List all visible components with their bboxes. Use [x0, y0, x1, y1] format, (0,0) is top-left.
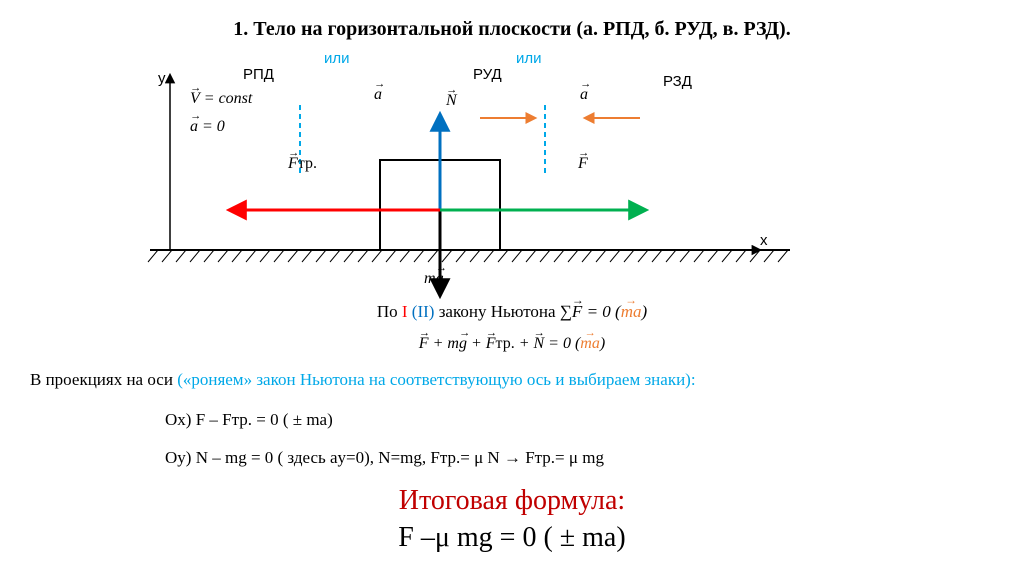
v-const: V = const — [190, 90, 252, 108]
N-label: N — [446, 92, 457, 110]
F-label: F — [578, 155, 588, 173]
mg-label: mg — [424, 270, 444, 288]
physics-diagram — [0, 40, 1024, 330]
oy-eq: Oy) N – mg = 0 ( здесь aу=0), N=mg, Fтр.… — [165, 448, 604, 468]
a-rzd: a — [580, 86, 588, 104]
a-rud: a — [374, 86, 382, 104]
rud-label: РУД — [473, 66, 502, 83]
rzd-label: РЗД — [663, 73, 692, 90]
newton-law-line: По I (II) закону Ньютона ∑F = 0 (ma) — [0, 302, 1024, 322]
force-sum-eq: F + mg + Fтр. + N = 0 (ma) — [0, 335, 1024, 353]
rpd-label: РПД — [243, 66, 274, 83]
y-axis-label: y — [158, 70, 166, 87]
final-formula-title: Итоговая формула: — [0, 485, 1024, 517]
ili2: или — [516, 50, 542, 67]
ili1: или — [324, 50, 350, 67]
a-zero: a = 0 — [190, 118, 225, 136]
ox-eq: Ox) F – Fтр. = 0 ( ± ma) — [165, 410, 333, 430]
Ftr-label: Fтр. — [288, 155, 317, 173]
projection-intro: В проекциях на оси («роняем» закон Ньюто… — [30, 370, 994, 390]
final-formula: F –μ mg = 0 ( ± ma) — [0, 522, 1024, 554]
page-title: 1. Тело на горизонтальной плоскости (а. … — [0, 18, 1024, 41]
x-axis-label: x — [760, 232, 768, 249]
